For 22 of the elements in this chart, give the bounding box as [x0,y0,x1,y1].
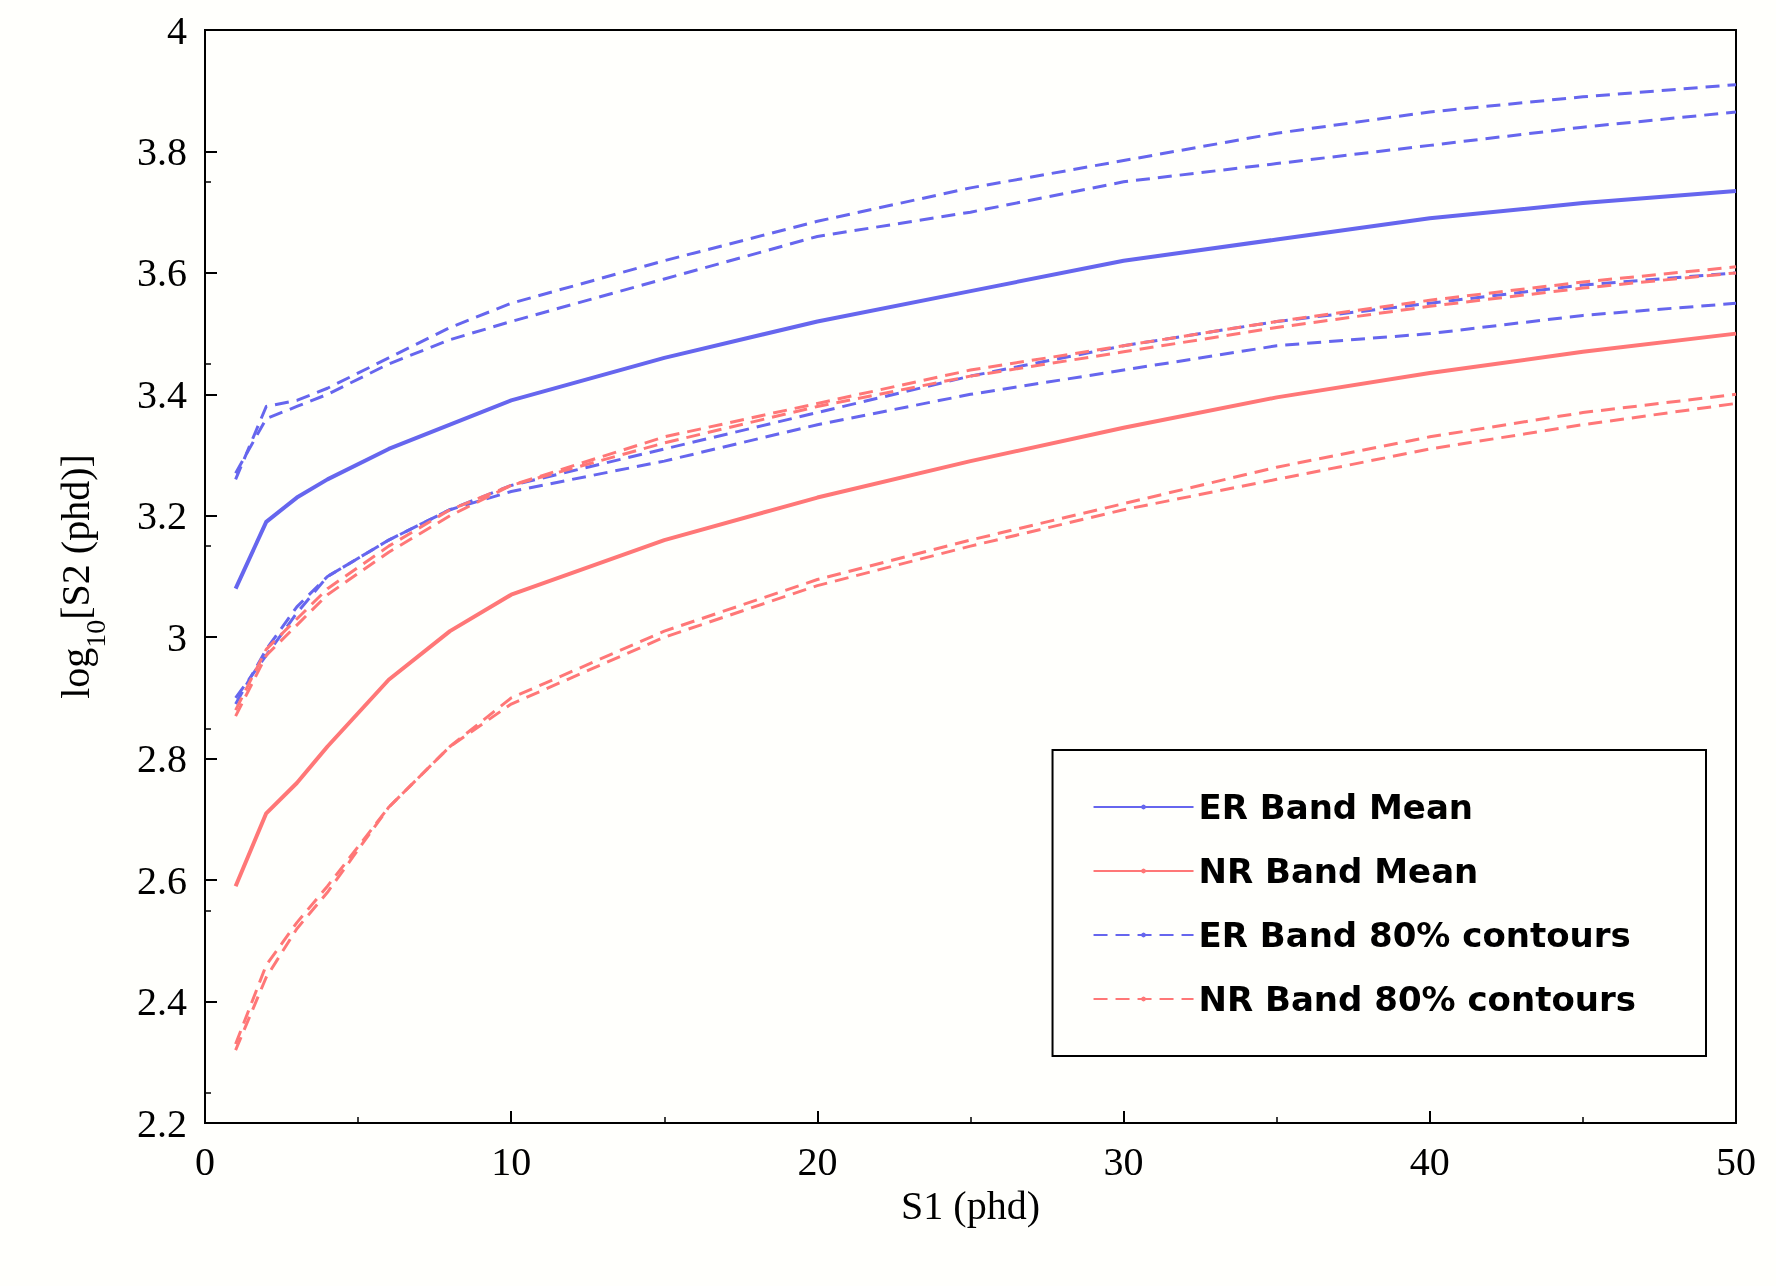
y-tick-label: 2.4 [137,979,187,1025]
legend-label: ER Band Mean [1198,787,1474,827]
y-tick-label: 2.6 [137,857,187,903]
y-tick-label: 3.6 [137,250,187,296]
y-tick-label: 2.8 [137,736,187,782]
y-tick-label: 3.4 [137,371,187,417]
x-tick-label: 10 [491,1138,532,1184]
y-axis-title: log10[S2 (phd)] [52,454,111,699]
x-tick-label: 0 [195,1138,215,1184]
y-tick-label: 4 [167,7,187,53]
legend-label: ER Band 80% contours [1198,915,1631,955]
x-tick-label: 50 [1716,1138,1756,1184]
x-tick-label: 40 [1409,1138,1450,1184]
legend-label: NR Band Mean [1198,851,1479,891]
legend-label: NR Band 80% contours [1198,979,1636,1019]
x-tick-label: 20 [797,1138,838,1184]
y-tick-label: 3.8 [137,128,187,174]
x-tick-label: 30 [1103,1138,1144,1184]
y-tick-label: 2.2 [137,1100,187,1146]
y-tick-label: 3.2 [137,493,187,539]
y-tick-label: 3 [167,614,187,660]
x-axis-title: S1 (phd) [901,1183,1040,1229]
